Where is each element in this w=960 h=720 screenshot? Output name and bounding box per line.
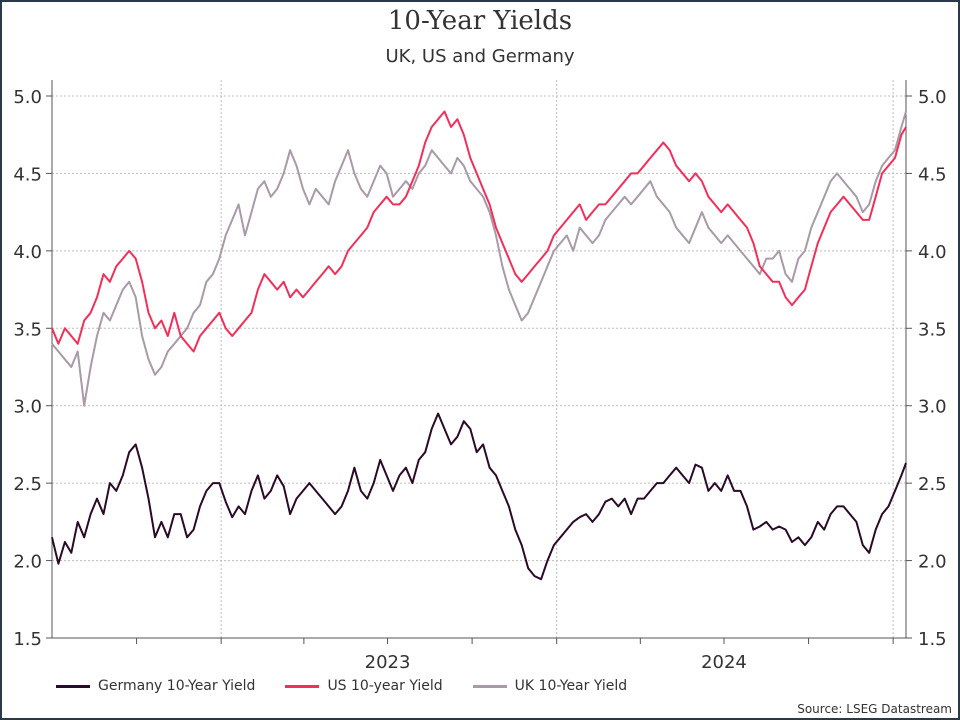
y-tick-label-right: 2.0 xyxy=(918,552,947,573)
y-tick-label-left: 4.0 xyxy=(13,242,42,263)
y-tick-label-right: 1.5 xyxy=(918,629,947,650)
y-tick-label-left: 2.0 xyxy=(13,552,42,573)
legend-item-uk: UK 10-Year Yield xyxy=(472,678,628,694)
y-tick-label-left: 1.5 xyxy=(13,629,42,650)
legend-swatch-us xyxy=(285,684,320,688)
y-tick-label-right: 3.5 xyxy=(918,319,947,340)
y-tick-label-left: 5.0 xyxy=(13,87,42,108)
y-tick-label-left: 4.5 xyxy=(13,164,42,185)
chart-title: 10-Year Yields xyxy=(387,6,573,36)
y-tick-label-left: 2.5 xyxy=(13,474,42,495)
y-tick-label-right: 5.0 xyxy=(918,87,947,108)
x-year-label: 2023 xyxy=(365,652,411,673)
legend-label-germany: Germany 10-Year Yield xyxy=(98,678,256,694)
y-tick-label-left: 3.0 xyxy=(13,397,42,418)
legend-label-uk: UK 10-Year Yield xyxy=(514,678,628,694)
germany-yield-line xyxy=(51,412,907,581)
legend-swatch-uk xyxy=(472,684,507,688)
source-note: Source: LSEG Datastream xyxy=(797,702,952,716)
legend-item-germany: Germany 10-Year Yield xyxy=(56,678,255,694)
x-year-label: 2024 xyxy=(701,652,747,673)
y-tick-label-right: 4.0 xyxy=(918,242,947,263)
us-yield-line xyxy=(51,110,907,353)
y-tick-label-right: 4.5 xyxy=(918,164,947,185)
legend-item-us: US 10-year Yield xyxy=(285,678,443,694)
chart-legend: Germany 10-Year Yield US 10-year Yield U… xyxy=(56,678,627,694)
chart-subtitle: UK, US and Germany xyxy=(385,46,575,67)
uk-yield-line xyxy=(51,111,907,407)
y-tick-label-right: 2.5 xyxy=(918,474,947,495)
legend-label-us: US 10-year Yield xyxy=(327,678,443,694)
legend-swatch-germany xyxy=(56,684,90,688)
y-tick-label-left: 3.5 xyxy=(13,319,42,340)
y-tick-label-right: 3.0 xyxy=(918,397,947,418)
